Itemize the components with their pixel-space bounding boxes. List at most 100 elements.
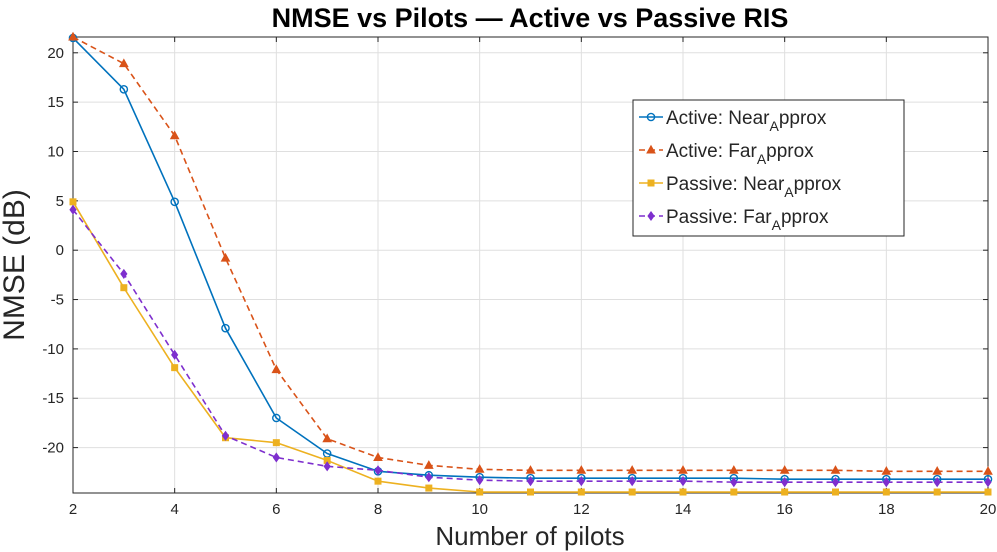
data-point — [646, 144, 656, 154]
x-tick-label: 20 — [980, 501, 997, 518]
data-point — [679, 488, 687, 496]
legend-box — [632, 99, 905, 237]
data-point — [221, 430, 230, 441]
data-point — [577, 488, 585, 496]
data-point — [171, 364, 179, 372]
data-point — [983, 466, 993, 475]
data-point — [781, 477, 789, 488]
data-point — [119, 85, 129, 94]
x-tick-label: 14 — [675, 501, 692, 518]
data-point — [781, 488, 789, 496]
data-point — [647, 179, 655, 187]
data-point — [272, 413, 281, 423]
y-tick-label: -20 — [42, 440, 64, 457]
data-point — [69, 204, 77, 215]
y-tick-label: 5 — [56, 193, 64, 210]
legend-label: Active: FarApprox — [666, 141, 814, 167]
data-point — [646, 112, 656, 122]
x-tick-label: 18 — [878, 501, 895, 518]
data-point — [272, 452, 280, 463]
x-tick-label: 4 — [170, 501, 178, 518]
data-point — [577, 476, 585, 487]
data-point — [373, 452, 383, 461]
y-tick-label: -15 — [42, 390, 64, 407]
data-point — [120, 284, 128, 292]
data-point — [779, 465, 790, 474]
series-2 — [68, 31, 993, 475]
data-point — [730, 488, 738, 496]
data-point — [374, 465, 382, 476]
data-point — [881, 466, 892, 475]
data-point — [984, 477, 992, 488]
series-4 — [69, 204, 992, 488]
y-tick-label: 10 — [47, 143, 64, 160]
y-tick-label: 20 — [47, 45, 64, 62]
data-point — [628, 476, 636, 487]
data-point — [679, 476, 687, 487]
data-point — [730, 477, 738, 488]
x-tick-label: 10 — [471, 501, 488, 518]
legend-item: Active: FarApprox — [639, 141, 814, 167]
x-tick-label: 16 — [776, 501, 793, 518]
y-tick-label: -10 — [42, 341, 64, 358]
data-point — [322, 433, 333, 443]
data-point — [882, 488, 890, 496]
x-tick-label: 6 — [272, 501, 280, 518]
legend-item: Passive: FarApprox — [639, 207, 829, 233]
x-axis-label: Number of pilots — [435, 521, 624, 551]
data-point — [69, 198, 77, 206]
x-tick-label: 8 — [374, 501, 382, 518]
data-point — [832, 488, 839, 496]
legend-item: Passive: NearApprox — [639, 174, 842, 200]
data-point — [728, 465, 739, 474]
data-point — [118, 58, 129, 68]
data-point — [932, 466, 943, 475]
data-point — [170, 197, 179, 207]
data-point — [933, 477, 941, 488]
data-point — [169, 130, 180, 140]
data-point — [647, 210, 655, 222]
data-point — [984, 488, 992, 496]
data-point — [425, 472, 433, 483]
data-point — [220, 252, 231, 262]
data-point — [527, 488, 534, 496]
data-point — [221, 323, 230, 333]
legend-item: Active: NearApprox — [639, 108, 827, 134]
data-point — [678, 465, 688, 474]
data-point — [374, 477, 382, 485]
data-point — [423, 460, 434, 469]
data-point — [171, 349, 179, 360]
legend: Active: NearApprox Active: FarApprox Passi… — [632, 99, 905, 237]
tick-labels: 2 4 6 8 10 12 14 16 18 20 20 15 10 5 0 -5 -10 -15 -20 — [42, 37, 996, 518]
series-3 — [69, 198, 992, 496]
data-point — [476, 488, 484, 496]
data-point — [831, 477, 840, 488]
y-axis-label: NMSE (dB) — [0, 189, 31, 341]
data-point — [272, 439, 280, 447]
y-tick-label: 0 — [56, 242, 64, 259]
data-point — [830, 465, 841, 474]
data-point — [476, 475, 484, 486]
data-point — [271, 364, 282, 374]
data-point — [526, 476, 535, 487]
data-point — [627, 465, 638, 474]
data-point — [68, 31, 78, 41]
data-point — [525, 465, 536, 474]
data-point — [882, 477, 890, 488]
x-tick-label: 2 — [69, 501, 77, 518]
data-point — [323, 461, 331, 472]
data-point — [628, 488, 636, 496]
data-point — [576, 465, 587, 474]
series-layer — [68, 31, 993, 496]
y-tick-label: 15 — [47, 94, 64, 111]
data-point — [933, 488, 941, 496]
legend-label: Passive: NearApprox — [666, 174, 842, 200]
series-line — [72, 201, 988, 493]
x-tick-label: 12 — [573, 501, 590, 518]
data-point — [120, 268, 128, 279]
y-tick-label: -5 — [51, 292, 64, 309]
legend-label: Active: NearApprox — [666, 108, 827, 134]
chart-title: NMSE vs Pilots — Active vs Passive RIS — [272, 3, 789, 33]
data-point — [474, 464, 485, 473]
